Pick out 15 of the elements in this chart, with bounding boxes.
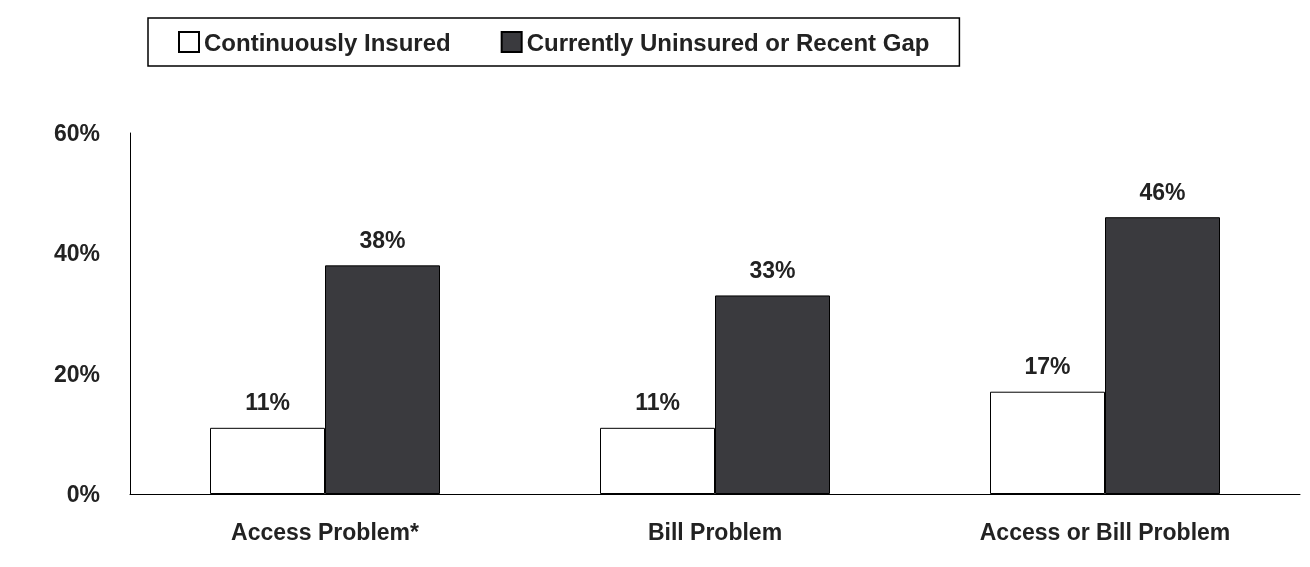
- y-tick-label: 60%: [53, 120, 100, 146]
- data-label: 11%: [635, 389, 680, 416]
- data-label: 33%: [749, 256, 796, 283]
- y-tick-label: 20%: [53, 360, 100, 387]
- data-label: 17%: [1024, 353, 1071, 380]
- x-tick-label: Access or Bill Problem: [979, 518, 1231, 545]
- legend-label: Currently Uninsured or Recent Gap: [526, 28, 930, 56]
- x-tick-label: Bill Problem: [647, 518, 783, 545]
- data-label: 46%: [1139, 178, 1186, 205]
- x-tick-label: Access Problem*: [231, 518, 420, 545]
- y-tick-label: 40%: [53, 240, 100, 267]
- y-tick-label: 0%: [66, 481, 100, 507]
- legend-label: Continuously Insured: [204, 28, 451, 56]
- data-label: 38%: [359, 226, 406, 253]
- data-label: 11%: [245, 389, 290, 416]
